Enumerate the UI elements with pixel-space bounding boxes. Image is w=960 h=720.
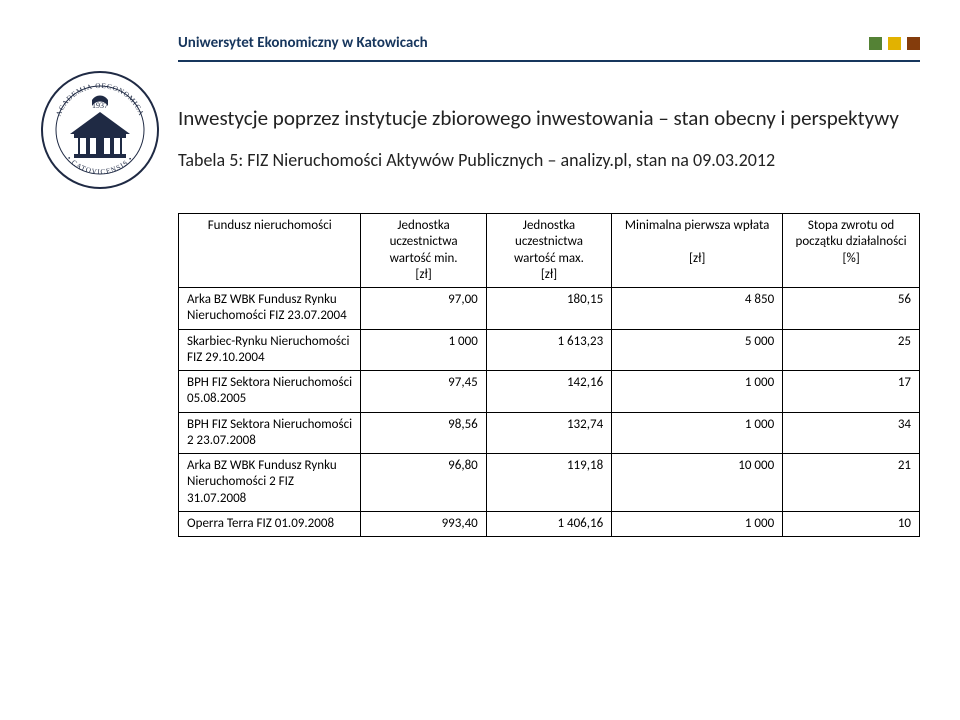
page: { "header": { "title": "Uniwersytet Ekon… [0,0,960,720]
brand-squares [869,37,920,50]
cell-return: 17 [783,371,920,413]
cell-min: 98,56 [361,412,486,454]
table-row: Arka BZ WBK Fundusz Rynku Nieruchomości … [179,454,920,512]
cell-deposit: 5 000 [612,329,783,371]
col-header-deposit: Minimalna pierwsza wpłata[zł] [612,214,783,288]
col-header-max: Jednostka uczestnictwa wartość max.[zł] [486,214,611,288]
seal-icon: ACADEMIA OECONOMICA • CATOVICENSIS • 193… [40,70,160,190]
table-row: Arka BZ WBK Fundusz Rynku Nieruchomości … [179,288,920,330]
cell-deposit: 1 000 [612,511,783,536]
university-seal: ACADEMIA OECONOMICA • CATOVICENSIS • 193… [40,70,160,190]
table-body: Arka BZ WBK Fundusz Rynku Nieruchomości … [179,288,920,537]
cell-name: Arka BZ WBK Fundusz Rynku Nieruchomości … [179,454,361,512]
brand-square-3 [907,37,920,50]
cell-name: Skarbiec-Rynku Nieruchomości FIZ 29.10.2… [179,329,361,371]
header: Uniwersytet Ekonomiczny w Katowicach [178,34,920,52]
col-header-return: Stopa zwrotu od początku działalności[%] [783,214,920,288]
cell-max: 142,16 [486,371,611,413]
cell-return: 34 [783,412,920,454]
cell-min: 96,80 [361,454,486,512]
content: Inwestycje poprzez instytucje zbiorowego… [178,105,920,537]
cell-name: BPH FIZ Sektora Nieruchomości 2 23.07.20… [179,412,361,454]
cell-name: Operra Terra FIZ 01.09.2008 [179,511,361,536]
cell-min: 97,45 [361,371,486,413]
data-table: Fundusz nieruchomości Jednostka uczestni… [178,213,920,537]
cell-max: 132,74 [486,412,611,454]
col-header-fund: Fundusz nieruchomości [179,214,361,288]
col-header-min: Jednostka uczestnictwa wartość min.[zł] [361,214,486,288]
table-row: BPH FIZ Sektora Nieruchomości 05.08.2005… [179,371,920,413]
cell-deposit: 1 000 [612,371,783,413]
cell-name: Arka BZ WBK Fundusz Rynku Nieruchomości … [179,288,361,330]
document-title: Inwestycje poprzez instytucje zbiorowego… [178,105,920,131]
university-name: Uniwersytet Ekonomiczny w Katowicach [178,34,428,52]
cell-max: 1 613,23 [486,329,611,371]
cell-min: 97,00 [361,288,486,330]
cell-return: 56 [783,288,920,330]
brand-square-2 [888,37,901,50]
header-rule [178,60,920,62]
cell-deposit: 10 000 [612,454,783,512]
table-row: Operra Terra FIZ 01.09.2008 993,40 1 406… [179,511,920,536]
table-head: Fundusz nieruchomości Jednostka uczestni… [179,214,920,288]
cell-return: 21 [783,454,920,512]
cell-return: 10 [783,511,920,536]
cell-min: 1 000 [361,329,486,371]
table-row: BPH FIZ Sektora Nieruchomości 2 23.07.20… [179,412,920,454]
cell-max: 180,15 [486,288,611,330]
cell-deposit: 1 000 [612,412,783,454]
cell-min: 993,40 [361,511,486,536]
cell-max: 1 406,16 [486,511,611,536]
cell-deposit: 4 850 [612,288,783,330]
cell-max: 119,18 [486,454,611,512]
cell-name: BPH FIZ Sektora Nieruchomości 05.08.2005 [179,371,361,413]
document-subtitle: Tabela 5: FIZ Nieruchomości Aktywów Publ… [178,149,920,171]
brand-square-1 [869,37,882,50]
table-row: Skarbiec-Rynku Nieruchomości FIZ 29.10.2… [179,329,920,371]
cell-return: 25 [783,329,920,371]
